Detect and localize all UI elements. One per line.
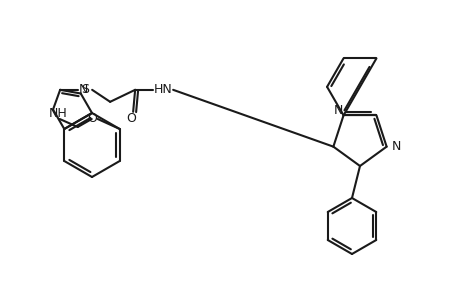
- Text: N: N: [333, 104, 342, 117]
- Text: HN: HN: [153, 83, 172, 96]
- Text: N: N: [391, 140, 400, 153]
- Text: O: O: [87, 112, 96, 124]
- Text: NH: NH: [49, 107, 67, 120]
- Text: N: N: [79, 83, 88, 96]
- Text: O: O: [126, 112, 136, 125]
- Text: S: S: [81, 83, 89, 96]
